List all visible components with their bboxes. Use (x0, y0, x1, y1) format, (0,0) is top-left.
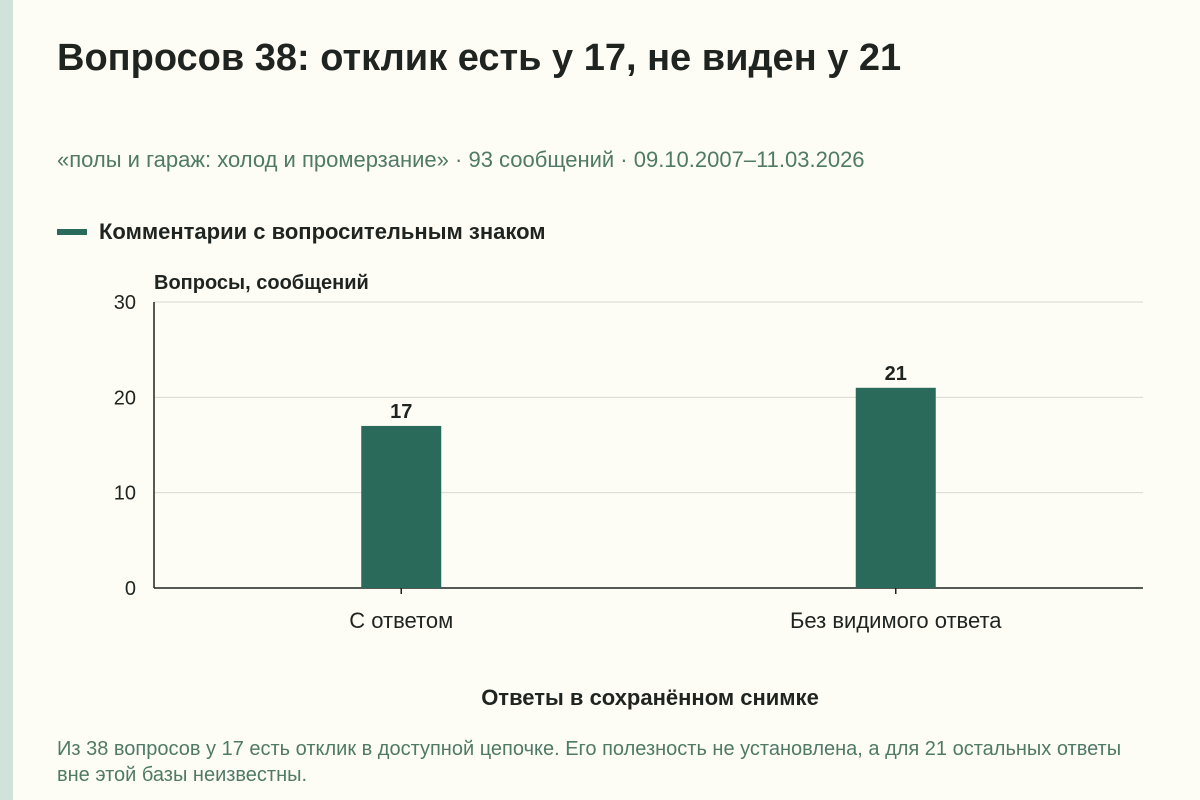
bar-2 (855, 387, 936, 588)
x-axis-title: Ответы в сохранённом снимке (481, 685, 819, 710)
page-subtitle: «полы и гараж: холод и промерзание» · 93… (57, 147, 865, 172)
legend-swatch (57, 229, 87, 235)
chart-legend: Комментарии с вопросительным знаком (57, 216, 546, 248)
page-title: Вопросов 38: отклик есть у 17, не виден … (57, 37, 902, 79)
x-tick-label: С ответом (349, 608, 453, 633)
footnote: Из 38 вопросов у 17 есть отклик в доступ… (57, 738, 1122, 786)
legend-label: Комментарии с вопросительным знаком (99, 219, 546, 244)
bar-1 (361, 425, 442, 588)
data-label: 21 (885, 363, 907, 385)
data-label: 17 (390, 401, 412, 423)
y-tick-label: 30 (114, 292, 136, 314)
x-tick-label: Без видимого ответа (790, 608, 1002, 633)
side-accent-strip (0, 0, 13, 800)
y-tick-label: 20 (114, 387, 136, 409)
y-tick-label: 0 (125, 578, 136, 600)
y-tick-label: 10 (114, 483, 136, 505)
y-axis-title: Вопросы, сообщений (154, 272, 369, 294)
